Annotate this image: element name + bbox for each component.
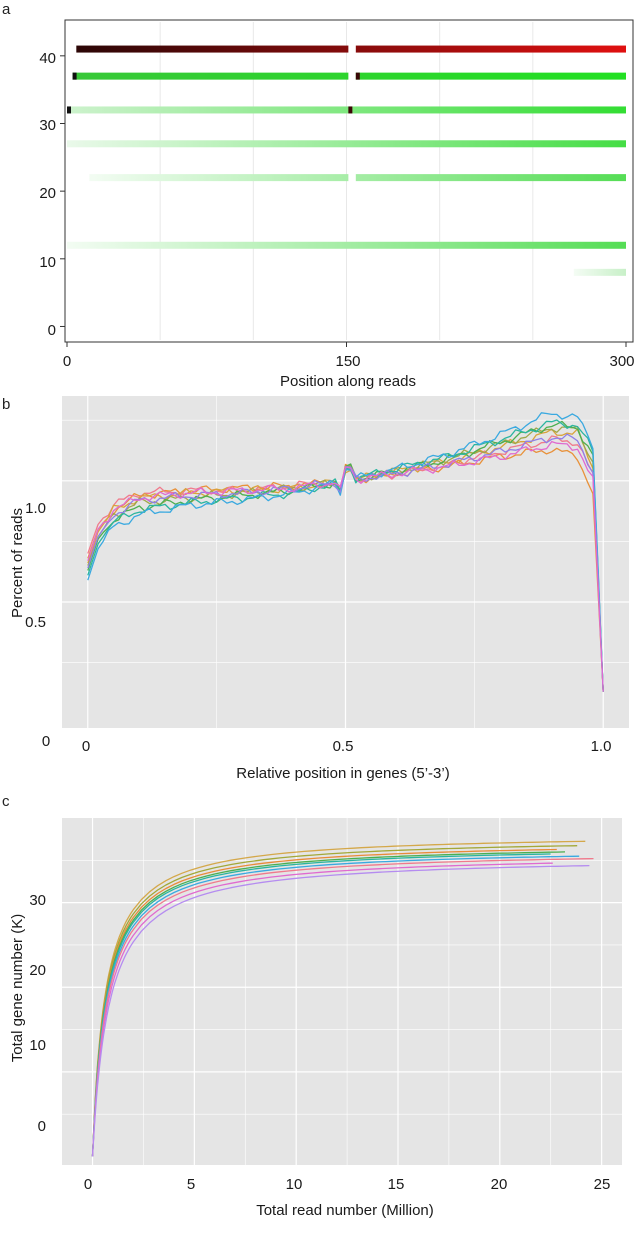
panel-a-ticks xyxy=(60,55,627,347)
panel-a-row-37-seg-0 xyxy=(72,72,349,80)
panel-a-label: a xyxy=(2,1,11,18)
panel-a-row-22-seg-1 xyxy=(355,174,626,182)
panel-c-line-chart: 0 5 10 15 20 25 0 10 20 30 Total read nu… xyxy=(9,818,622,1219)
panel-c-series-c9 xyxy=(91,864,590,1157)
panel-c-y-tick-10: 10 xyxy=(29,1037,46,1054)
panel-c-y-tick-30: 30 xyxy=(29,892,46,909)
panel-a-y-tick-0: 0 xyxy=(48,322,56,339)
panel-a-x-tick-0: 0 xyxy=(63,353,71,370)
panel-a-row-41-seg-0 xyxy=(76,45,349,53)
panel-a-row-37-seg-1 xyxy=(355,72,626,80)
panel-c-series-c8 xyxy=(91,862,553,1157)
panel-a-x-tick-300: 300 xyxy=(609,353,634,370)
panel-c-series-c5 xyxy=(91,853,551,1157)
panel-a-row-37-mark-0 xyxy=(72,72,77,80)
panel-a-y-tick-30: 30 xyxy=(39,117,56,134)
panel-a-row-37-mark-1 xyxy=(355,72,360,80)
panel-c-x-tick-25: 25 xyxy=(594,1176,611,1193)
panel-c-x-tick-20: 20 xyxy=(491,1176,508,1193)
panel-a-y-tick-10: 10 xyxy=(39,254,56,271)
panel-a-row-41-seg-1 xyxy=(355,45,626,53)
panel-a-y-tick-40: 40 xyxy=(39,50,56,67)
panel-a-row-22-seg-0 xyxy=(89,174,349,182)
panel-c-series-c7 xyxy=(91,857,594,1157)
panel-b-x-tick-0.5: 0.5 xyxy=(333,738,354,755)
panel-a-x-axis-title: Position along reads xyxy=(280,373,416,390)
panel-a-row-8-seg-0 xyxy=(573,268,626,276)
panel-b-x-tick-1.0: 1.0 xyxy=(591,738,612,755)
panel-c-x-tick-10: 10 xyxy=(286,1176,303,1193)
panel-b-y-tick-0: 0 xyxy=(42,733,50,750)
panel-b-label: b xyxy=(2,396,10,413)
panel-c-x-tick-5: 5 xyxy=(187,1176,195,1193)
panel-a-rows xyxy=(67,45,626,276)
panel-c-x-tick-15: 15 xyxy=(388,1176,405,1193)
panel-c-label: c xyxy=(2,793,10,810)
panel-a-row-27-seg-0 xyxy=(67,140,626,148)
panel-b-series xyxy=(87,412,604,692)
panel-c-series-c6 xyxy=(91,855,580,1157)
panel-c-plot-background xyxy=(62,818,622,1165)
panel-b-y-tick-0.5: 0.5 xyxy=(25,614,46,631)
panel-b-x-axis-title: Relative position in genes (5’-3’) xyxy=(236,765,449,782)
panel-c-y-tick-20: 20 xyxy=(29,962,46,979)
panel-c-series xyxy=(91,840,594,1157)
panel-b-y-axis-title: Percent of reads xyxy=(9,508,26,618)
panel-a-x-tick-150: 150 xyxy=(335,353,360,370)
panel-a-row-32-mark-0 xyxy=(67,106,71,114)
panel-c-series-c1 xyxy=(91,840,586,1157)
panel-b-line-chart: 0 0.5 1.0 0 0.5 1.0 Relative position in… xyxy=(9,396,629,782)
panel-a-row-32-mark-1 xyxy=(348,106,353,114)
panel-b-gridlines xyxy=(62,396,629,728)
panel-a-heatmap: 0 150 300 0 10 20 30 40 Position along r… xyxy=(39,19,635,390)
panel-c-y-tick-0: 0 xyxy=(38,1118,46,1135)
panel-b-series-s9 xyxy=(87,440,604,692)
panel-a-y-tick-20: 20 xyxy=(39,185,56,202)
panel-b-y-tick-1.0: 1.0 xyxy=(25,500,46,517)
panel-c-series-c2 xyxy=(91,845,578,1157)
panel-c-x-axis-title: Total read number (Million) xyxy=(256,1202,434,1219)
panel-c-y-axis-title: Total gene number (K) xyxy=(9,914,26,1062)
panel-c-x-tick-0: 0 xyxy=(84,1176,92,1193)
panel-b-x-tick-0: 0 xyxy=(82,738,90,755)
panel-b-series-s1 xyxy=(87,447,604,692)
panel-c-gridlines xyxy=(62,818,622,1165)
panel-a-row-12-seg-0 xyxy=(67,241,626,249)
panel-a-row-32-seg-0 xyxy=(67,106,626,114)
